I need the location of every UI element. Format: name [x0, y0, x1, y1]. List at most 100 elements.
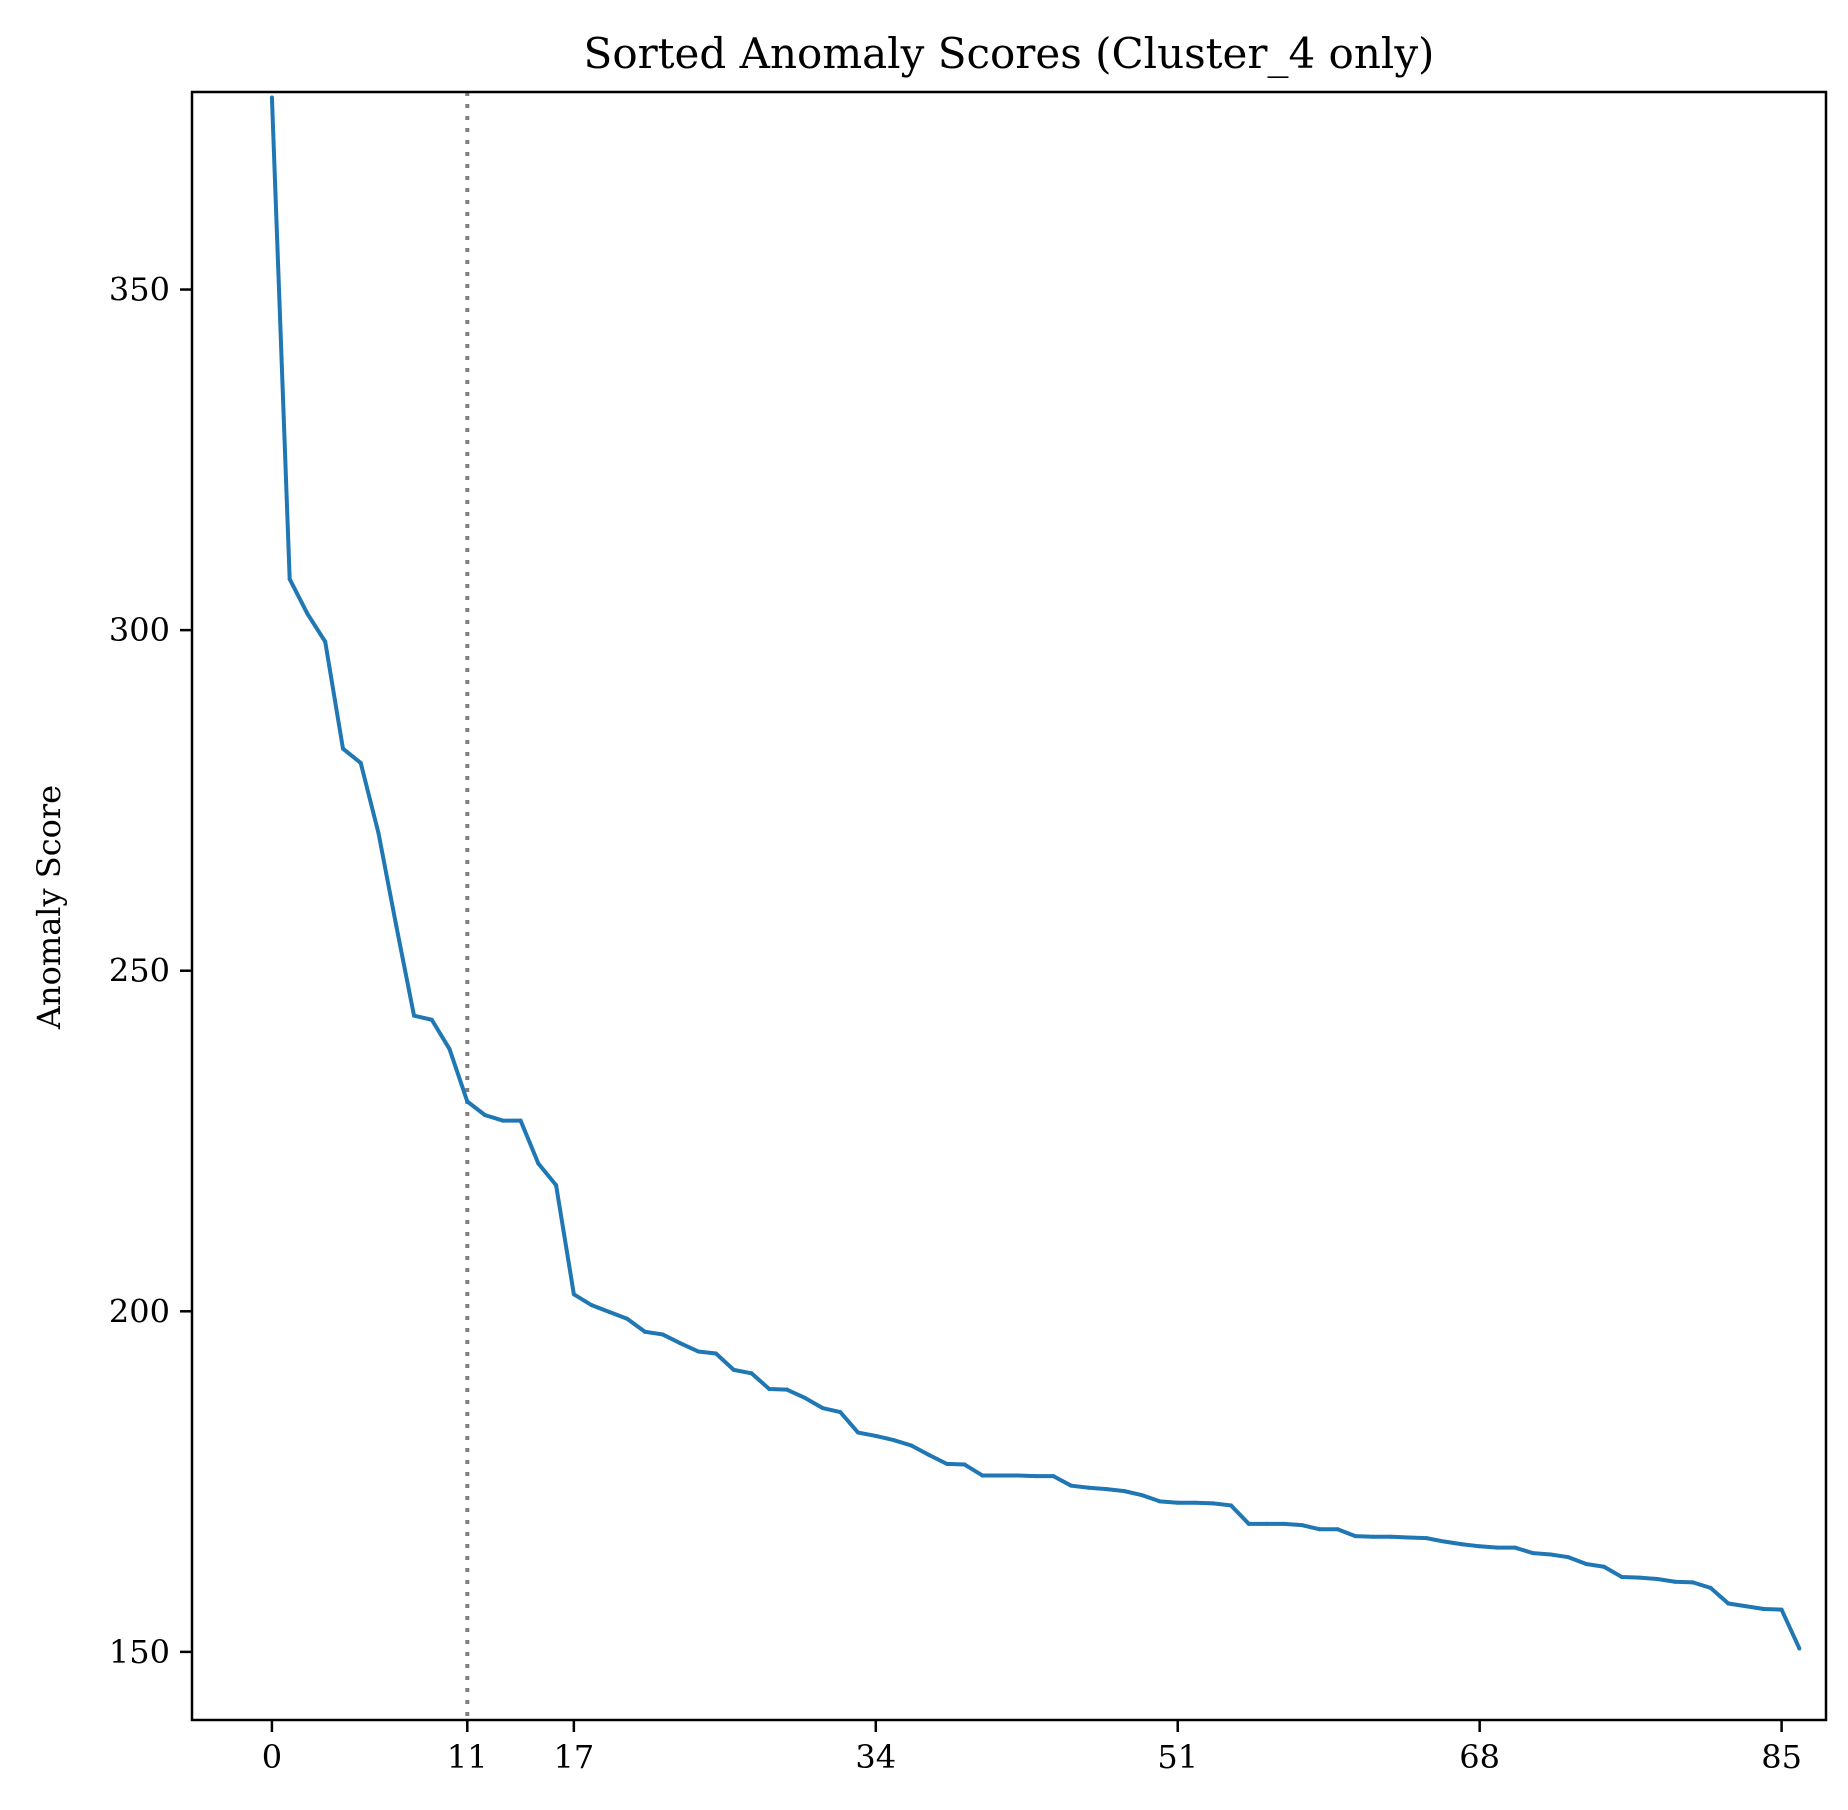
data-point [1086, 1485, 1091, 1490]
data-point [1797, 1646, 1802, 1651]
data-point [962, 1462, 967, 1467]
data-point [1371, 1534, 1376, 1539]
data-point [1673, 1579, 1678, 1584]
data-point [394, 923, 399, 928]
data-point [589, 1303, 594, 1308]
data-point [1193, 1500, 1198, 1505]
data-point [1442, 1539, 1447, 1544]
data-point [731, 1367, 736, 1372]
x-tick-label: 34 [855, 1738, 896, 1776]
data-point [1477, 1544, 1482, 1549]
x-axis-ticks: 0 11 17 34 51 68 85 [262, 1720, 1802, 1776]
data-point [1424, 1536, 1429, 1541]
y-tick-label: 150 [109, 1633, 170, 1671]
data-point [820, 1406, 825, 1411]
data-point [465, 1099, 470, 1104]
data-point [1264, 1521, 1269, 1526]
data-point [625, 1316, 630, 1321]
data-point [998, 1473, 1003, 1478]
data-point [1140, 1493, 1145, 1498]
data-point [1229, 1503, 1234, 1508]
data-point [1761, 1606, 1766, 1611]
data-point [713, 1351, 718, 1356]
data-point [554, 1183, 559, 1188]
data-point [1690, 1580, 1695, 1585]
data-point [429, 1017, 434, 1022]
data-point [1548, 1552, 1553, 1557]
data-point [873, 1433, 878, 1438]
data-point [784, 1387, 789, 1392]
y-tick-label: 350 [109, 271, 170, 309]
data-point [1211, 1501, 1216, 1506]
data-point [856, 1430, 861, 1435]
data-point [1033, 1474, 1038, 1479]
data-point [571, 1292, 576, 1297]
data-point [1122, 1489, 1127, 1494]
data-point [980, 1473, 985, 1478]
data-point [1619, 1574, 1624, 1579]
data-point [1459, 1542, 1464, 1547]
data-point [1495, 1545, 1500, 1550]
data-point [1157, 1499, 1162, 1504]
data-point [1104, 1487, 1109, 1492]
data-point [642, 1329, 647, 1334]
data-point [1530, 1551, 1535, 1556]
plot-area-frame [190, 90, 1828, 1722]
data-point [269, 95, 274, 100]
data-point [909, 1443, 914, 1448]
data-point [323, 639, 328, 644]
chart-title: Sorted Anomaly Scores (Cluster_4 only) [584, 29, 1435, 78]
y-tick-label: 300 [109, 611, 170, 649]
data-point [1335, 1527, 1340, 1532]
data-point [340, 746, 345, 751]
data-point [660, 1332, 665, 1337]
data-point [305, 611, 310, 616]
x-tick-label: 0 [262, 1738, 282, 1776]
data-point [1779, 1607, 1784, 1612]
data-point [1353, 1534, 1358, 1539]
data-point [607, 1309, 612, 1314]
data-point [1051, 1474, 1056, 1479]
y-tick-label: 250 [109, 952, 170, 990]
data-point [891, 1438, 896, 1443]
data-point [1406, 1535, 1411, 1540]
data-point [696, 1349, 701, 1354]
data-point [1246, 1521, 1251, 1526]
data-point [287, 577, 292, 582]
y-tick-label: 200 [109, 1292, 170, 1330]
data-point [412, 1013, 417, 1018]
data-point [500, 1118, 505, 1123]
data-point [376, 831, 381, 836]
data-point [1601, 1564, 1606, 1569]
data-point [767, 1386, 772, 1391]
x-tick-label: 68 [1459, 1738, 1500, 1776]
data-point [1637, 1575, 1642, 1580]
data-point [358, 760, 363, 765]
data-point [1744, 1604, 1749, 1609]
data-point [536, 1161, 541, 1166]
data-point [802, 1395, 807, 1400]
data-point [944, 1461, 949, 1466]
data-point [1726, 1601, 1731, 1606]
data-point [1655, 1577, 1660, 1581]
data-point [678, 1341, 683, 1346]
x-tick-label: 17 [553, 1738, 594, 1776]
data-points [269, 95, 1802, 1651]
y-axis-label: Anomaly Score [30, 785, 68, 1030]
data-point [1388, 1534, 1393, 1539]
data-point [1282, 1521, 1287, 1526]
data-point [1566, 1555, 1571, 1560]
data-point [838, 1410, 843, 1415]
x-tick-label: 51 [1157, 1738, 1198, 1776]
data-point [1300, 1523, 1305, 1528]
data-point [1069, 1483, 1074, 1488]
data-point [1317, 1527, 1322, 1532]
data-point [447, 1047, 452, 1052]
x-tick-label: 11 [447, 1738, 488, 1776]
data-point [1708, 1585, 1713, 1590]
data-point [483, 1113, 488, 1118]
data-point [1584, 1562, 1589, 1567]
x-tick-label: 85 [1761, 1738, 1802, 1776]
